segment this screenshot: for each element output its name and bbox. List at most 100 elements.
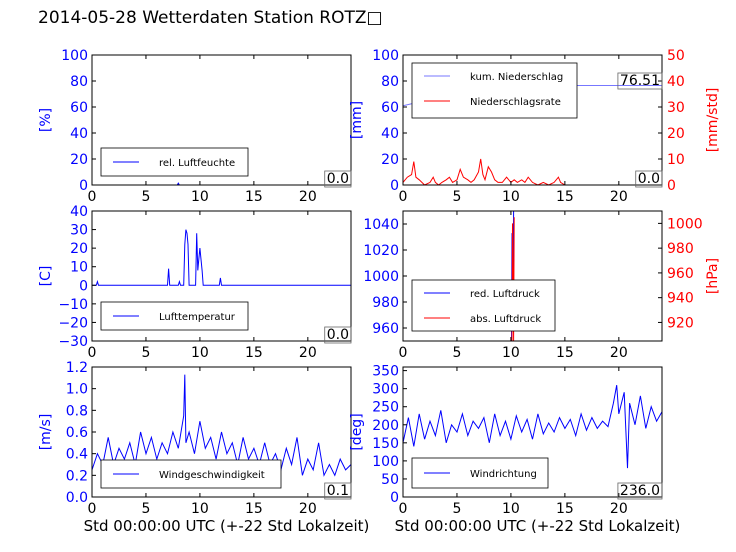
panel-1-series-1-line — [92, 182, 351, 185]
panel-6-ytick-label: 300 — [372, 382, 399, 398]
panel-2-value-top-label: 76.51 — [620, 73, 660, 89]
panel-3-ylabel: [C] — [38, 266, 54, 287]
panel-1-value-label: 0.0 — [327, 171, 349, 187]
panel-4-ylabel-right: [hPa] — [705, 258, 721, 294]
panel-3-ytick-label: −10 — [58, 297, 88, 313]
panel-5-ytick-label: 0.8 — [66, 403, 88, 419]
panel-4-xtick-label: 20 — [610, 345, 628, 361]
panel-5-series-1-line — [92, 374, 351, 477]
panel-1-ytick-label: 100 — [61, 48, 88, 64]
panel-2-legend-label: Niederschlagsrate — [470, 97, 561, 108]
panel-2-legend-label: kum. Niederschlag — [470, 72, 563, 83]
panel-5-ytick-label: 0.2 — [66, 468, 88, 484]
panel-4-ytick-label: 1040 — [363, 217, 399, 233]
panel-4-ytick-label: 960 — [372, 321, 399, 337]
panel-4-xtick-label: 10 — [502, 345, 520, 361]
panel-2-ytick-label: 60 — [381, 100, 399, 116]
panel-3-frame — [91, 210, 352, 342]
panel-3-ytick-label: 0 — [79, 278, 88, 294]
panel-6-xtick-label: 10 — [502, 501, 520, 517]
panel-1-xtick-label: 20 — [299, 189, 317, 205]
panel-2-xtick-label: 20 — [610, 189, 628, 205]
panel-5-ytick-label: 1.2 — [66, 360, 88, 376]
panel-2-value-top-box — [617, 72, 663, 90]
panel-4-ytick-label: 1020 — [363, 243, 399, 259]
panel-2-xtick-label: 10 — [502, 189, 520, 205]
panel-3-ytick-label: −20 — [58, 315, 88, 331]
panel-6-ylabel: [deg] — [349, 413, 365, 450]
panel-2-ytick-label: 20 — [381, 152, 399, 168]
panel-4-ytick-label: 1000 — [363, 269, 399, 285]
panel-5-xtick-label: 5 — [141, 501, 150, 517]
panel-3-ytick-label: −30 — [58, 334, 88, 350]
panel-5-legend-label: Windgeschwindigkeit — [159, 470, 265, 481]
panel-6-legend-label: Windrichtung — [470, 469, 537, 480]
panel-2-ylabel-right: [mm/std] — [705, 88, 721, 153]
panel-1-value-box — [324, 170, 352, 188]
panel-6-xtick-label: 20 — [610, 501, 628, 517]
panel-6-xlabel: Std 00:00:00 UTC (+-22 Std Lokalzeit) — [395, 517, 681, 535]
panel-6-xtick-label: 0 — [399, 501, 408, 517]
panel-4-xtick-label: 0 — [399, 345, 408, 361]
panel-3-ytick-label: 10 — [70, 260, 88, 276]
panel-3-series-1-line — [92, 229, 351, 286]
panel-6-value-box — [617, 482, 663, 500]
panel-5-xtick-label: 10 — [191, 501, 209, 517]
panel-4-ytick-right-label: 980 — [667, 241, 694, 257]
panel-5-ylabel: [m/s] — [38, 414, 54, 451]
panel-2-xtick-label: 0 — [399, 189, 408, 205]
panel-2-ylabel: [mm] — [349, 101, 365, 139]
panel-6-xtick-label: 15 — [556, 501, 574, 517]
panel-4-ytick-right-label: 1000 — [667, 216, 703, 232]
panel-2-ytick-right-label: 20 — [667, 126, 685, 142]
panel-6-frame — [402, 366, 663, 498]
panel-4-ytick-right-label: 920 — [667, 315, 694, 331]
panel-2-xtick-label: 5 — [452, 189, 461, 205]
panel-3-xtick-label: 10 — [191, 345, 209, 361]
panel-5-ytick-label: 1.0 — [66, 382, 88, 398]
panel-3-ytick-label: 40 — [70, 204, 88, 220]
panel-2-ytick-label: 80 — [381, 74, 399, 90]
panel-4-xtick-label: 5 — [452, 345, 461, 361]
panel-3-ytick-label: 30 — [70, 223, 88, 239]
panel-3-ytick-label: 20 — [70, 241, 88, 257]
panel-5-ytick-label: 0.6 — [66, 425, 88, 441]
panel-5-ytick-label: 0.0 — [66, 490, 88, 506]
panel-1-legend-label: rel. Luftfeuchte — [159, 158, 235, 169]
panel-2-ytick-right-label: 0 — [667, 178, 676, 194]
panel-4-ytick-right-label: 940 — [667, 291, 694, 307]
panel-1-ytick-label: 80 — [70, 74, 88, 90]
panel-1-ytick-label: 60 — [70, 100, 88, 116]
panel-6-ytick-label: 350 — [372, 364, 399, 380]
panel-6-value-label: 236.0 — [620, 483, 660, 499]
panel-2-series-2-line — [403, 158, 662, 185]
panel-2-ytick-right-label: 30 — [667, 100, 685, 116]
panel-4-legend-label: red. Luftdruck — [470, 289, 540, 300]
figure-title: 2014-05-28 Wetterdaten Station ROTZ□ — [38, 8, 383, 28]
panel-2-ytick-right-label: 50 — [667, 48, 685, 64]
panel-5-ytick-label: 0.4 — [66, 447, 88, 463]
panel-4-ytick-label: 980 — [372, 295, 399, 311]
panel-6-ytick-label: 100 — [372, 454, 399, 470]
panel-1-ylabel: [%] — [38, 108, 54, 132]
panel-2-legend-box — [411, 62, 578, 119]
panel-3-xtick-label: 20 — [299, 345, 317, 361]
panel-5-xlabel: Std 00:00:00 UTC (+-22 Std Lokalzeit) — [84, 517, 370, 535]
panel-3-xtick-label: 5 — [141, 345, 150, 361]
panel-1-ytick-label: 0 — [79, 178, 88, 194]
panel-5-xtick-label: 20 — [299, 501, 317, 517]
panel-6-xtick-label: 5 — [452, 501, 461, 517]
panel-3-xtick-label: 15 — [245, 345, 263, 361]
panel-5-value-label: 0.1 — [327, 483, 349, 499]
panel-4-ytick-right-label: 960 — [667, 266, 694, 282]
panel-6-ytick-label: 150 — [372, 436, 399, 452]
panel-2-ytick-right-label: 40 — [667, 74, 685, 90]
panel-2-ytick-label: 100 — [372, 48, 399, 64]
panel-6-ytick-label: 250 — [372, 400, 399, 416]
panel-4-xtick-label: 15 — [556, 345, 574, 361]
panel-1-xtick-label: 10 — [191, 189, 209, 205]
panel-2-frame — [402, 54, 663, 186]
panel-6-ytick-label: 200 — [372, 418, 399, 434]
panel-5-value-box — [324, 482, 352, 500]
panel-2-ytick-label: 0 — [390, 178, 399, 194]
